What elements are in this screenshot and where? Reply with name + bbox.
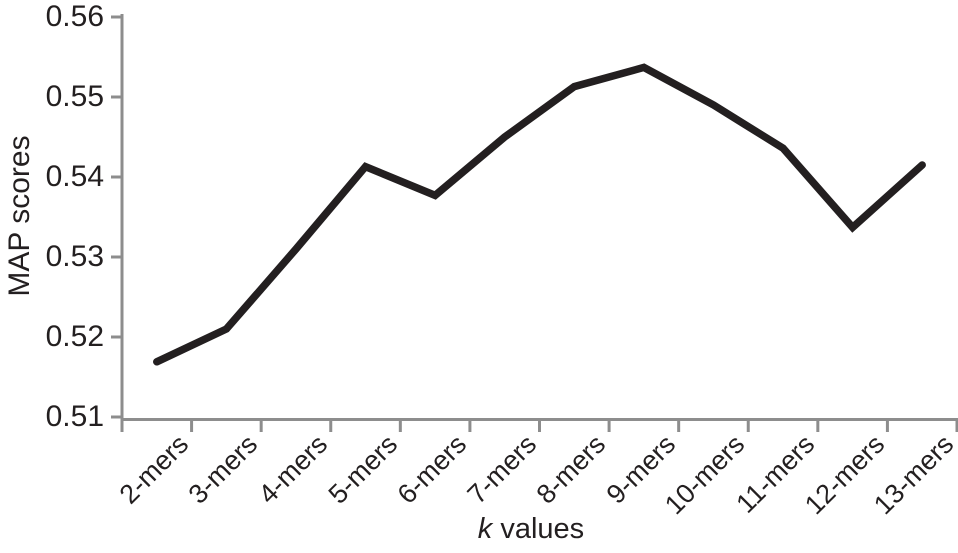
y-tick-label-0.51: 0.51: [45, 400, 104, 433]
y-tick-label-0.54: 0.54: [45, 160, 104, 193]
y-tick-label-0.52: 0.52: [45, 320, 104, 353]
x-axis-title: k values: [331, 510, 731, 548]
y-tick-label-0.53: 0.53: [45, 240, 104, 273]
map-scores-data-line: [153, 63, 926, 366]
y-axis-title: MAP scores: [3, 135, 36, 297]
x-axis-title-k: k: [477, 513, 493, 545]
x-axis-title-rest: values: [492, 513, 585, 545]
y-tick-label-0.56: 0.56: [45, 0, 104, 33]
y-tick-label-0.55: 0.55: [45, 80, 104, 113]
